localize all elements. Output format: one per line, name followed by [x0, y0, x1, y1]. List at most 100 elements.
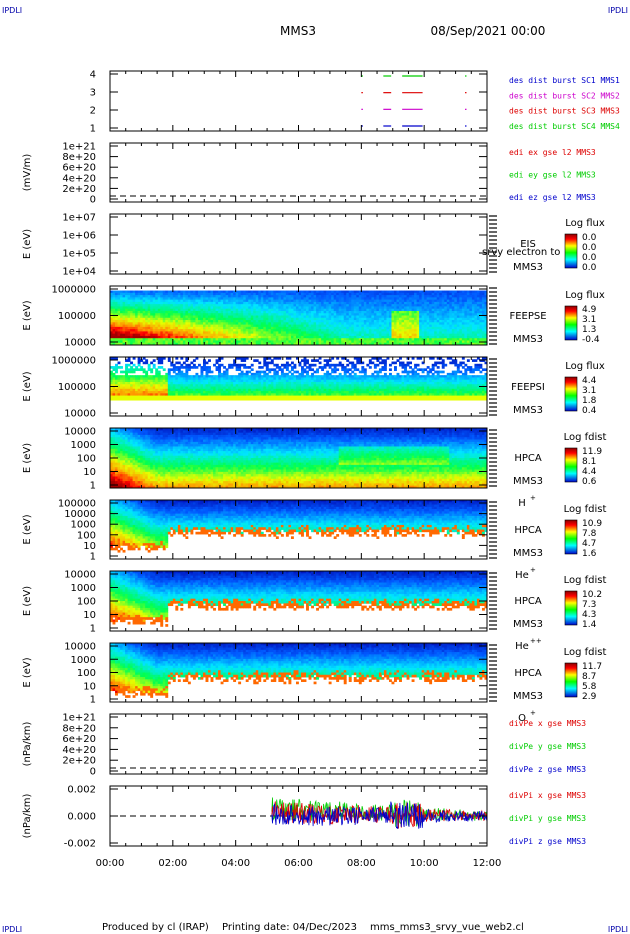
heatmap-cell — [235, 306, 239, 310]
heatmap-cell — [446, 299, 450, 303]
heatmap-cell — [215, 326, 219, 330]
heatmap-cell — [394, 317, 397, 321]
heatmap-cell — [376, 338, 380, 341]
heatmap-cell — [280, 320, 284, 323]
heatmap-cell — [195, 379, 199, 383]
heatmap-cell — [481, 329, 485, 332]
colorbar-tick: 0.0 — [582, 263, 597, 273]
heatmap-cell — [396, 313, 400, 316]
heatmap-cell — [376, 322, 380, 325]
heatmap-cell — [376, 333, 380, 337]
heatmap-cell — [238, 363, 242, 367]
heatmap-cell — [358, 333, 362, 337]
heatmap-cell — [125, 342, 128, 346]
heatmap-cell — [386, 333, 390, 337]
heatmap-cell — [233, 391, 237, 394]
heatmap-cell — [195, 377, 199, 381]
heatmap-cell — [233, 388, 237, 392]
heatmap-cell — [434, 310, 438, 314]
heatmap-cell — [205, 333, 209, 337]
heatmap-cell — [180, 366, 184, 369]
heatmap-cell — [172, 384, 176, 387]
heatmap-cell — [170, 326, 174, 330]
heatmap-cell — [481, 290, 485, 294]
heatmap-cell — [275, 340, 279, 344]
heatmap-cell — [175, 391, 179, 394]
heatmap-cell — [197, 342, 201, 346]
heatmap-cell — [195, 329, 199, 332]
heatmap-cell — [200, 297, 204, 301]
heatmap-cell — [187, 388, 191, 392]
heatmap-cell — [147, 292, 151, 296]
heatmap-cell — [208, 366, 211, 369]
heatmap-cell — [165, 377, 169, 381]
heatmap-cell — [157, 320, 161, 323]
heatmap-cell — [388, 292, 392, 296]
heatmap-cell — [311, 306, 314, 310]
heatmap-cell — [386, 297, 390, 301]
heatmap-cell — [303, 324, 307, 328]
heatmap-cell — [461, 299, 465, 303]
heatmap-cell — [416, 340, 420, 344]
heatmap-cell — [238, 324, 242, 328]
heatmap-cell — [426, 301, 430, 305]
heatmap-cell — [351, 340, 355, 344]
heatmap-cell — [313, 292, 317, 296]
heatmap-cell — [263, 299, 267, 303]
heatmap-cell — [313, 340, 317, 344]
heatmap-cell — [162, 379, 166, 383]
heatmap-cell — [215, 397, 219, 401]
heatmap-cell — [466, 326, 470, 330]
heatmap-cell — [260, 320, 264, 323]
heatmap-cell — [275, 379, 279, 383]
heatmap-cell — [238, 386, 242, 390]
heatmap-cell — [117, 329, 121, 332]
heatmap-cell — [449, 315, 453, 319]
heatmap-cell — [451, 313, 455, 316]
heatmap-cell — [419, 304, 423, 307]
heatmap-cell — [228, 379, 232, 383]
heatmap-cell — [441, 304, 445, 307]
heatmap-cell — [436, 320, 440, 323]
heatmap-cell — [215, 329, 219, 332]
heatmap-cell — [137, 324, 141, 328]
heatmap-cell — [406, 295, 410, 298]
heatmap-cell — [301, 342, 304, 346]
heatmap-cell — [263, 381, 267, 385]
heatmap-cell — [182, 391, 186, 394]
heatmap-cell — [270, 386, 274, 390]
heatmap-cell — [429, 320, 433, 323]
heatmap-cell — [336, 326, 340, 330]
heatmap-cell — [162, 313, 166, 316]
heatmap-cell — [117, 388, 121, 392]
heatmap-cell — [200, 315, 204, 319]
heatmap-cell — [155, 322, 159, 325]
heatmap-cell — [140, 313, 144, 316]
heatmap-cell — [192, 395, 196, 399]
heatmap-cell — [288, 304, 292, 307]
heatmap-cell — [233, 363, 237, 367]
heatmap-cell — [218, 359, 221, 362]
heatmap-cell — [127, 331, 131, 335]
heatmap-cell — [321, 326, 325, 330]
heatmap-cell — [162, 310, 166, 314]
heatmap-cell — [202, 379, 206, 383]
heatmap-cell — [386, 299, 390, 303]
heatmap-cell — [115, 379, 118, 383]
heatmap-cell — [195, 290, 199, 294]
heatmap-cell — [135, 320, 139, 323]
corner-label-top-right: IPDLI — [608, 6, 628, 15]
heatmap-cell — [135, 324, 139, 328]
heatmap-cell — [356, 310, 360, 314]
heatmap-cell — [190, 342, 194, 346]
heatmap-cell — [290, 342, 294, 346]
heatmap-cell — [363, 297, 367, 301]
heatmap-cell — [205, 368, 209, 372]
heatmap-cell — [233, 381, 237, 385]
heatmap-cell — [436, 342, 440, 346]
heatmap-cell — [260, 331, 264, 335]
heatmap-cell — [238, 388, 242, 392]
heatmap-cell — [373, 292, 377, 296]
heatmap-cell — [318, 326, 322, 330]
heatmap-cell — [243, 326, 247, 330]
